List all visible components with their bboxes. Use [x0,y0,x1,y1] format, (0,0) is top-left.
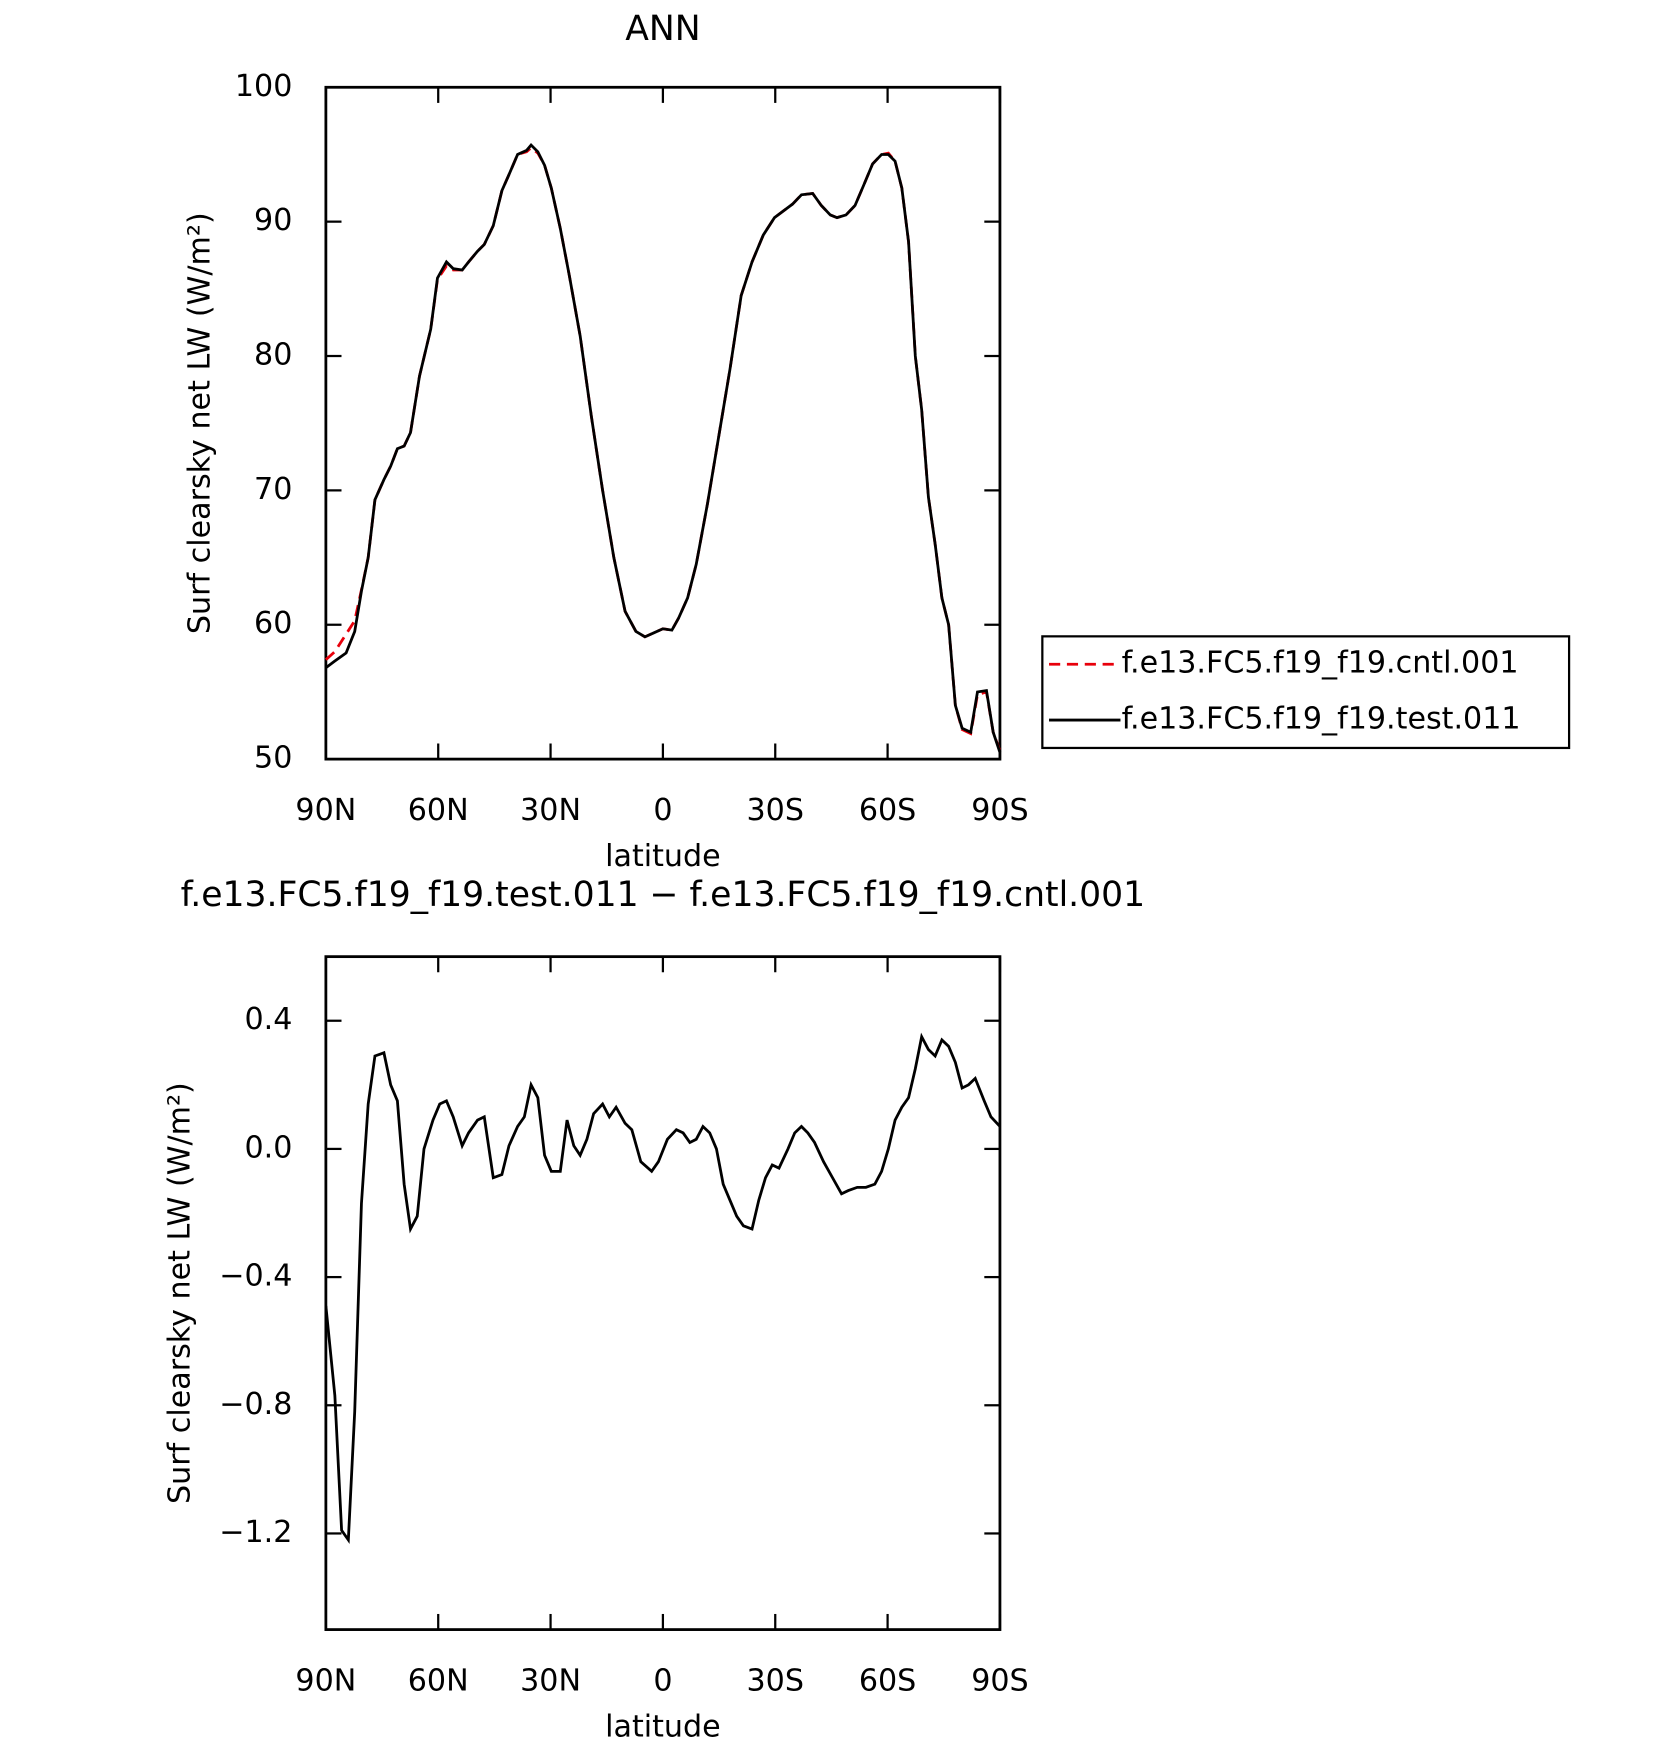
y-tick-label: −0.8 [219,1387,292,1422]
x-axis-label: latitude [605,839,721,874]
x-tick-label: 0 [653,793,672,828]
legend-box [1041,635,1571,750]
x-tick-label: 90N [295,1664,356,1699]
y-axis-label: Surf clearsky net LW (W/m²) [162,1082,197,1504]
y-tick-label: 100 [235,69,292,104]
y-tick-label: 50 [254,741,292,776]
chart-title: ANN [625,9,700,49]
x-axis-label: latitude [605,1709,721,1744]
x-tick-label: 60N [408,793,469,828]
plot-frame [324,955,1002,1631]
x-tick-label: 0 [653,1664,672,1699]
plot-frame [324,85,1002,761]
x-tick-label: 60S [859,1664,916,1699]
data-line [325,142,1002,753]
x-tick-label: 90S [971,793,1028,828]
y-tick-label: −1.2 [219,1515,292,1550]
y-tick-label: 80 [254,338,292,373]
legend-label: f.e13.FC5.f19_f19.test.011 [1122,702,1521,737]
chart-title: f.e13.FC5.f19_f19.test.011 − f.e13.FC5.f… [181,875,1146,915]
x-tick-label: 30S [747,793,804,828]
x-tick-label: 30S [747,1664,804,1699]
x-tick-label: 30N [520,793,581,828]
y-axis-label: Surf clearsky net LW (W/m²) [182,212,217,634]
x-tick-label: 90N [295,793,356,828]
y-tick-label: 70 [254,472,292,507]
x-tick-label: 90S [971,1664,1028,1699]
x-tick-label: 60S [859,793,916,828]
y-tick-label: 60 [254,606,292,641]
legend-label: f.e13.FC5.f19_f19.cntl.001 [1122,646,1519,681]
y-tick-label: 0.4 [244,1002,292,1037]
data-line [324,1032,1001,1544]
y-tick-label: −0.4 [219,1259,292,1294]
y-tick-label: 0.0 [244,1130,292,1165]
data-line [324,145,1002,752]
x-tick-label: 60N [408,1664,469,1699]
x-tick-label: 30N [520,1664,581,1699]
y-tick-label: 90 [254,203,292,238]
